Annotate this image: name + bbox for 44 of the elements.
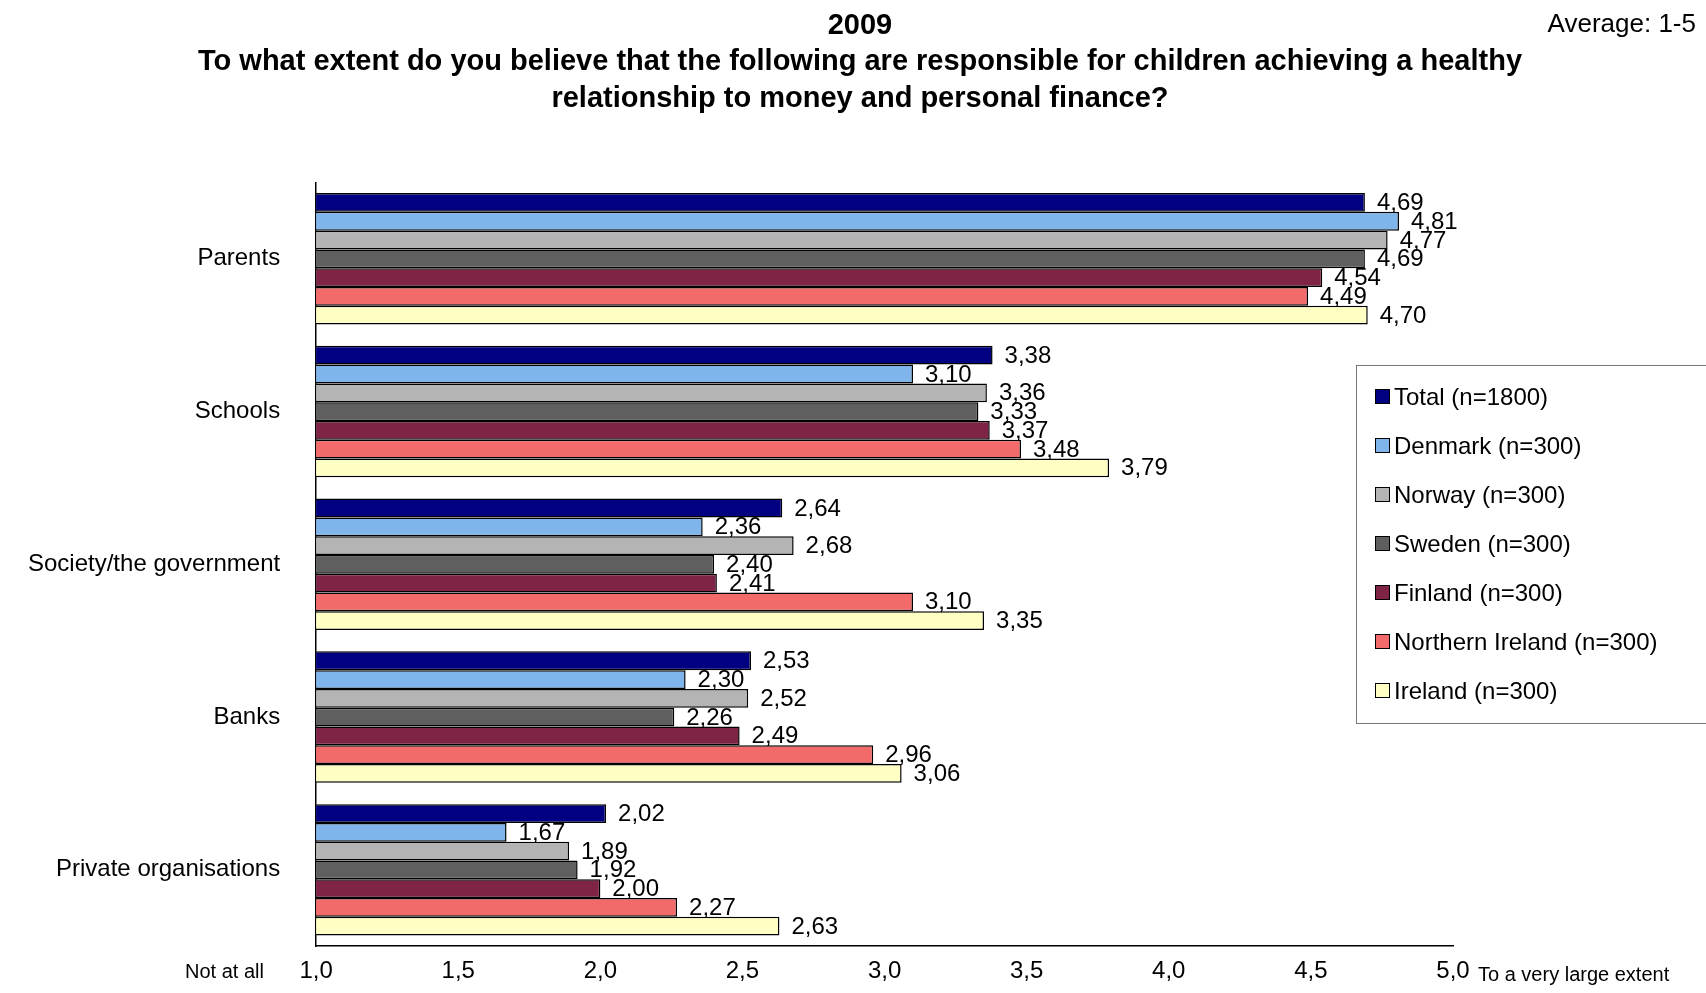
y-tick-label: Parents	[197, 243, 281, 271]
data-label: 3,38	[1004, 340, 1052, 368]
text: To a very large extent	[1478, 963, 1670, 986]
data-label: 3,35	[996, 606, 1043, 634]
data-label: 2,52	[760, 683, 807, 711]
legend-label: Total (n=1800)	[1394, 382, 1549, 411]
legend-label: Northern Ireland (n=300)	[1394, 627, 1658, 656]
data-label: 2,53	[762, 646, 810, 674]
y-tick-label: Private organisations	[56, 854, 281, 882]
x-tick-label: 2,5	[725, 956, 760, 984]
chart-subtitle: To what extent do you believe that the following are responsible for children achieving a healthy relationship to money and personal finance?	[197, 43, 1523, 115]
data-label: 2,68	[805, 531, 853, 559]
data-label: 2,64	[794, 493, 841, 521]
legend-label: Sweden (n=300)	[1394, 529, 1571, 558]
legend-label: Finland (n=300)	[1394, 578, 1563, 607]
data-label: 3,10	[924, 587, 972, 615]
data-label: 3,79	[1121, 453, 1168, 481]
x-tick-label: 2,0	[583, 956, 618, 984]
legend-label: Ireland (n=300)	[1394, 676, 1558, 705]
data-label: 3,10	[924, 359, 972, 387]
data-label: 2,30	[697, 665, 745, 693]
legend-label: Norway (n=300)	[1394, 480, 1566, 509]
chart-title: 2009	[827, 8, 893, 40]
text: Average: 1-5	[1547, 8, 1696, 39]
x-tick-label: 5,0	[1436, 956, 1470, 984]
data-label: 2,36	[714, 512, 762, 540]
data-label: 2,49	[751, 721, 799, 749]
data-label: 1,67	[518, 817, 566, 845]
text: Not at all	[185, 960, 264, 983]
x-tick-label: 4,0	[1152, 956, 1186, 984]
data-label: 2,02	[618, 799, 665, 827]
data-label: 2,26	[686, 702, 733, 730]
legend-label: Denmark (n=300)	[1394, 431, 1582, 460]
x-tick-label: 3,0	[867, 956, 902, 984]
data-label: 4,70	[1379, 300, 1427, 328]
x-tick-label: 4,5	[1294, 956, 1328, 984]
x-tick-label: 3,5	[1009, 956, 1044, 984]
x-tick-label: 1,5	[441, 956, 475, 984]
y-tick-label: Schools	[194, 396, 281, 424]
y-tick-label: Society/the government	[28, 548, 281, 576]
y-tick-label: Banks	[213, 701, 281, 729]
data-label: 2,27	[689, 892, 736, 920]
data-label: 2,63	[791, 911, 839, 939]
x-tick-label: 1,0	[299, 956, 333, 984]
